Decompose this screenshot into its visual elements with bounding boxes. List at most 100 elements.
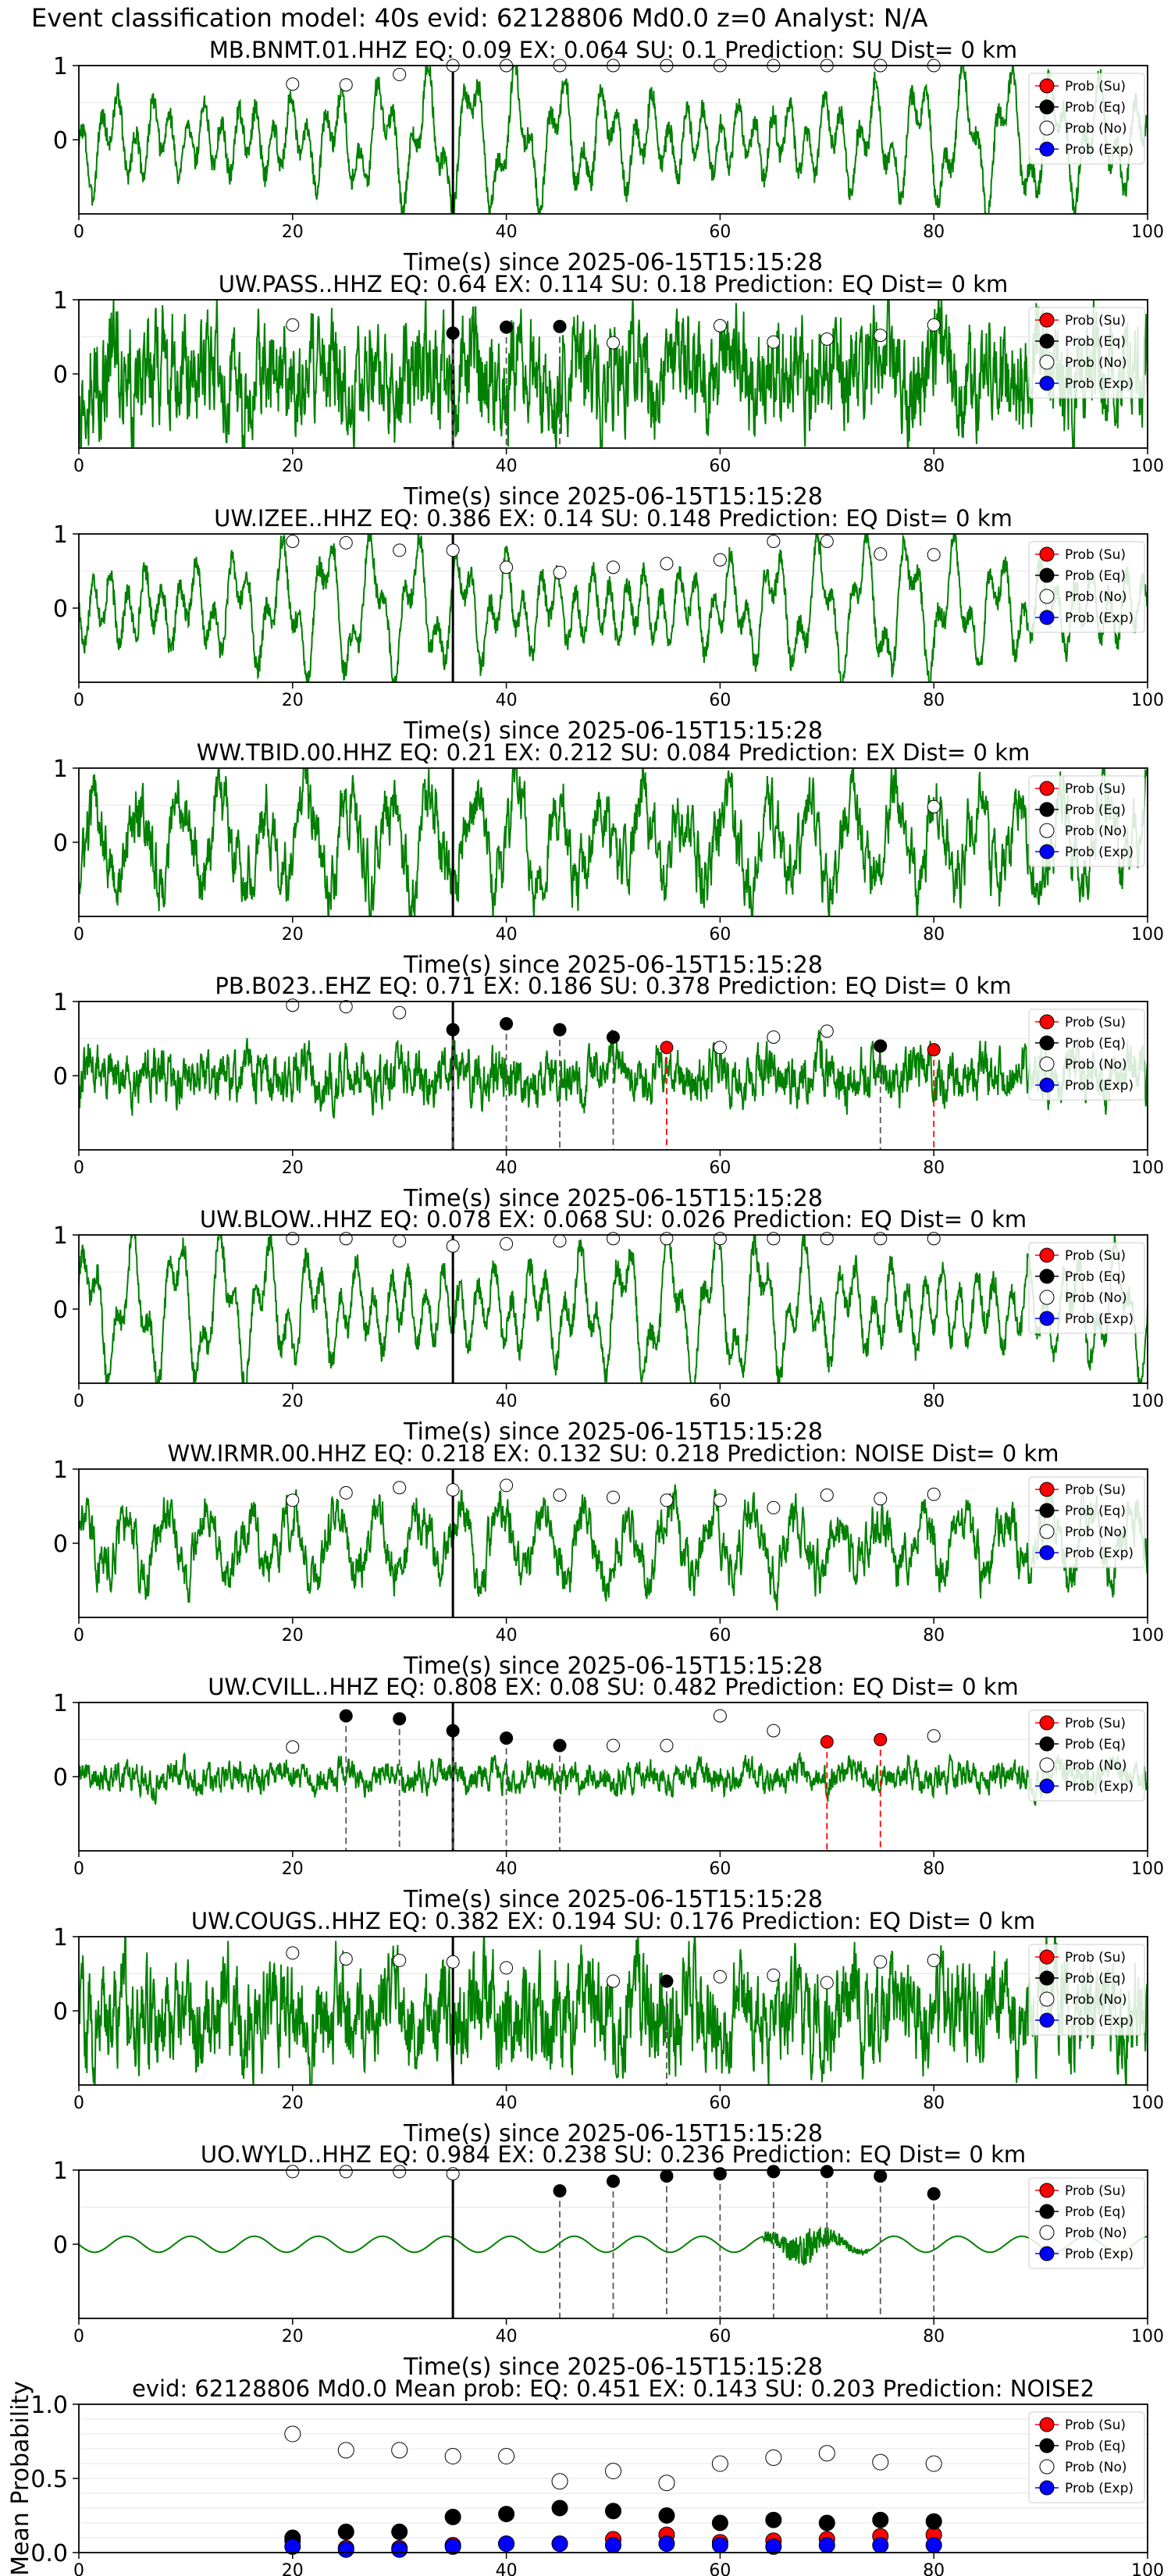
y-tick-label: 1 xyxy=(53,53,68,80)
y-tick-label: 0 xyxy=(53,1297,68,1324)
point-prob-no xyxy=(393,1481,407,1495)
point-prob-no xyxy=(446,1955,460,1969)
legend-label: Prob (Su) xyxy=(1065,1482,1126,1498)
point-prob-eq xyxy=(393,1712,407,1726)
point-prob-no- xyxy=(391,2442,408,2459)
point-prob-su xyxy=(927,1043,941,1057)
point-prob-no xyxy=(446,1483,460,1497)
point-prob-exp- xyxy=(765,2538,782,2555)
y-tick-label: 1 xyxy=(53,521,68,549)
point-prob-no xyxy=(286,1740,300,1754)
x-tick-label: 60 xyxy=(709,1859,731,1879)
x-tick-label: 20 xyxy=(282,457,304,476)
plot-frame xyxy=(78,767,1148,917)
point-prob-eq xyxy=(660,1974,674,1988)
point-prob-eq- xyxy=(872,2511,889,2528)
waveform-trace xyxy=(79,1751,1148,1806)
point-prob-no xyxy=(607,1974,620,1988)
x-tick-label: 60 xyxy=(709,222,731,242)
x-tick-label: 40 xyxy=(496,691,518,710)
legend-label: Prob (Exp) xyxy=(1065,2013,1134,2029)
legend-label: Prob (Eq) xyxy=(1065,100,1126,116)
legend-marker xyxy=(1039,610,1055,625)
x-tick-label: 100 xyxy=(1131,1626,1164,1646)
legend-label: Prob (No) xyxy=(1065,355,1127,371)
point-prob-eq- xyxy=(818,2514,835,2532)
x-tick-label: 80 xyxy=(923,1626,945,1646)
legend-label: Prob (Eq) xyxy=(1065,1971,1126,1987)
x-tick-label: 60 xyxy=(709,2327,731,2347)
point-prob-no xyxy=(767,1724,781,1738)
figure-suptitle: Event classification model: 40s evid: 62… xyxy=(31,3,928,33)
point-prob-no xyxy=(339,2165,353,2179)
point-prob-no xyxy=(500,1961,514,1975)
legend-label: Prob (Exp) xyxy=(1065,1779,1134,1795)
point-prob-no xyxy=(446,1239,460,1253)
legend-label: Prob (Su) xyxy=(1065,1248,1126,1264)
point-prob-no xyxy=(767,1030,781,1044)
point-prob-eq- xyxy=(765,2511,782,2528)
x-tick-label: 80 xyxy=(923,691,945,710)
legend-marker xyxy=(1039,2183,1055,2198)
x-tick-label: 20 xyxy=(282,2327,304,2347)
waveform-trace xyxy=(79,300,1148,448)
legend-label: Prob (Exp) xyxy=(1065,1311,1134,1327)
legend-marker xyxy=(1039,781,1055,796)
y-tick-label: 1 xyxy=(53,1690,68,1717)
point-prob-eq xyxy=(500,1731,514,1745)
legend-label: Prob (Su) xyxy=(1065,781,1126,797)
waveform-trace xyxy=(79,1235,1148,1383)
point-prob-eq xyxy=(820,2165,834,2179)
point-prob-eq- xyxy=(551,2500,568,2517)
legend-marker xyxy=(1039,1778,1055,1794)
legend-marker xyxy=(1039,1482,1055,1497)
x-axis-label: Time(s) since 2025-06-15T15:15:28 xyxy=(403,2120,823,2147)
point-prob-no xyxy=(820,1024,834,1038)
point-prob-no xyxy=(393,1953,407,1967)
legend-marker xyxy=(1039,333,1055,349)
y-tick-label: 0 xyxy=(53,1998,68,2026)
plot-frame xyxy=(78,1936,1148,2086)
legend-box xyxy=(1028,2177,1145,2269)
x-tick-label: 20 xyxy=(282,1392,304,1411)
x-tick-label: 20 xyxy=(282,1158,304,1178)
plot-frame xyxy=(78,1001,1148,1151)
point-prob-su xyxy=(660,1041,674,1055)
panel-title: PB.B023..EHZ EQ: 0.71 EX: 0.186 SU: 0.37… xyxy=(215,973,1011,999)
x-tick-label: 60 xyxy=(709,1158,731,1178)
x-tick-label: 20 xyxy=(282,925,304,945)
legend-label: Prob (Exp) xyxy=(1065,610,1134,626)
point-prob-no xyxy=(927,1729,941,1743)
legend-marker xyxy=(1039,1757,1055,1773)
y-tick-label: 1 xyxy=(53,1924,68,1952)
x-tick-label: 80 xyxy=(923,2561,945,2576)
legend-label: Prob (Su) xyxy=(1065,1015,1126,1030)
waveform-trace xyxy=(79,1937,1148,2085)
panel-7: 0 1 Time(s) since 2025-06-15T15:15:28 WW.IR… xyxy=(53,1440,1164,1680)
legend-marker xyxy=(1039,1035,1055,1051)
x-axis-label: Time(s) since 2025-06-15T15:15:28 xyxy=(403,717,823,745)
point-prob-eq xyxy=(607,1030,620,1044)
x-tick-label: 40 xyxy=(496,222,518,242)
x-tick-label: 40 xyxy=(496,1392,518,1411)
legend-marker xyxy=(1039,120,1055,136)
x-tick-label: 80 xyxy=(923,2327,945,2347)
point-prob-exp- xyxy=(444,2538,461,2555)
point-prob-no xyxy=(660,1493,674,1507)
panel-6: 0 1 Time(s) since 2025-06-15T15:15:28 UW.BL… xyxy=(53,1206,1164,1446)
point-prob-exp- xyxy=(818,2537,835,2553)
y-tick-label: 1 xyxy=(53,1457,68,1484)
legend-label: Prob (Eq) xyxy=(1065,568,1126,584)
y-tick-label: 1 xyxy=(53,287,68,315)
legend-label: Prob (No) xyxy=(1065,824,1127,839)
legend-marker xyxy=(1039,802,1055,817)
x-tick-label: 100 xyxy=(1131,457,1164,476)
y-tick-label: 1 xyxy=(53,2158,68,2185)
x-tick-label: 60 xyxy=(709,2094,731,2113)
point-prob-eq xyxy=(446,326,460,340)
point-prob-eq- xyxy=(444,2508,461,2525)
point-prob-no- xyxy=(872,2453,889,2471)
point-prob-no xyxy=(393,1005,407,1019)
point-prob-no xyxy=(927,1487,941,1501)
point-prob-no xyxy=(767,1500,781,1514)
